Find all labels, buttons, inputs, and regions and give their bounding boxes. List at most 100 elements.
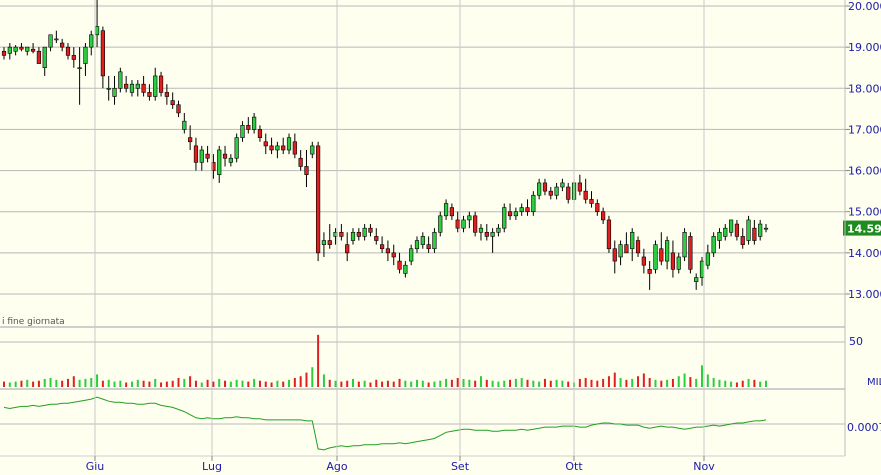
candle — [513, 207, 518, 220]
candle-body — [316, 145, 321, 254]
candle-body — [734, 223, 740, 237]
candle-body — [606, 219, 612, 250]
candle — [281, 137, 286, 155]
candle — [217, 145, 222, 183]
candle — [275, 141, 280, 159]
candle-body — [217, 149, 222, 175]
x-tick-label: Ott — [565, 460, 583, 473]
volume-bar — [171, 380, 174, 387]
volume-bar — [706, 374, 709, 387]
candle — [246, 117, 251, 134]
volume-bar — [119, 380, 122, 387]
volume-bar — [468, 379, 471, 387]
candle-body — [601, 211, 606, 221]
chart-subtitle: i fine giornata — [2, 317, 65, 327]
candle-body — [60, 42, 65, 48]
candle — [740, 228, 745, 249]
candle-body — [252, 116, 257, 130]
candle-body — [379, 244, 385, 250]
volume-bar — [142, 380, 145, 387]
candle — [717, 228, 722, 249]
candle — [397, 252, 402, 274]
volume-bar — [55, 379, 58, 387]
candle — [7, 43, 12, 60]
candle-body — [577, 182, 582, 192]
volume-bar — [229, 381, 232, 387]
volume-bar — [410, 381, 413, 387]
volume-bar — [666, 379, 669, 387]
candle — [304, 150, 309, 188]
candle-body — [124, 83, 129, 89]
volume-bar — [37, 380, 40, 387]
candle-body — [717, 231, 722, 241]
candle-body — [199, 149, 204, 163]
candle-body — [339, 231, 344, 237]
candle-body — [135, 83, 140, 89]
candle-body — [106, 87, 111, 90]
candle — [548, 187, 553, 200]
volume-bar — [642, 373, 645, 387]
candle-body — [641, 256, 646, 266]
candle-body — [153, 75, 158, 97]
candle-body — [502, 207, 507, 229]
candle-body — [170, 100, 175, 106]
volume-bar — [20, 380, 23, 387]
volume-bar — [485, 379, 488, 387]
volume-bar — [427, 382, 430, 387]
volume-bar — [107, 379, 110, 387]
volume-bar — [712, 378, 715, 387]
candle-body — [461, 219, 466, 229]
candle — [83, 43, 88, 76]
volume-bar — [375, 379, 378, 387]
candle-body — [77, 67, 82, 70]
candle — [734, 219, 740, 241]
volume-bar — [381, 381, 384, 387]
candle — [30, 43, 36, 54]
candle — [746, 215, 751, 245]
candle-body — [659, 248, 664, 262]
candle-body — [356, 231, 361, 237]
volume-bar — [509, 379, 512, 387]
volume-bar — [270, 382, 273, 387]
candle-body — [682, 231, 687, 258]
candle — [612, 240, 617, 274]
candle-body — [409, 248, 414, 262]
candle — [502, 203, 507, 233]
volume-bar — [160, 382, 163, 387]
volume-bar — [549, 380, 552, 387]
volume-bar — [445, 378, 448, 387]
volume-bar — [386, 380, 389, 387]
candle — [321, 232, 327, 257]
candle-body — [193, 145, 199, 163]
candle — [595, 199, 600, 216]
volume-bar — [177, 378, 180, 387]
volume-bar — [404, 380, 407, 387]
candle-body — [525, 207, 530, 213]
candle — [542, 178, 548, 196]
candle — [199, 145, 204, 171]
candle — [286, 133, 292, 155]
candle — [205, 145, 210, 163]
volume-bar — [113, 381, 116, 387]
price-candles — [1, 0, 769, 290]
candle-body — [426, 244, 431, 250]
candle-body — [94, 26, 100, 36]
candle-body — [286, 137, 292, 151]
volume-bar — [450, 379, 453, 387]
candle — [467, 211, 472, 229]
candle — [71, 47, 76, 68]
candle — [630, 228, 635, 262]
volume-bar — [607, 376, 610, 387]
volume-bar — [526, 379, 529, 387]
candle-body — [589, 199, 594, 204]
volume-bar — [730, 381, 733, 387]
volume-bar — [305, 372, 308, 387]
candle — [356, 228, 361, 241]
candle — [670, 240, 676, 278]
candle-body — [548, 190, 553, 196]
volume-bar — [101, 380, 104, 387]
candle-body — [583, 190, 588, 200]
volume-bar — [596, 380, 599, 387]
candle-body — [269, 145, 274, 151]
